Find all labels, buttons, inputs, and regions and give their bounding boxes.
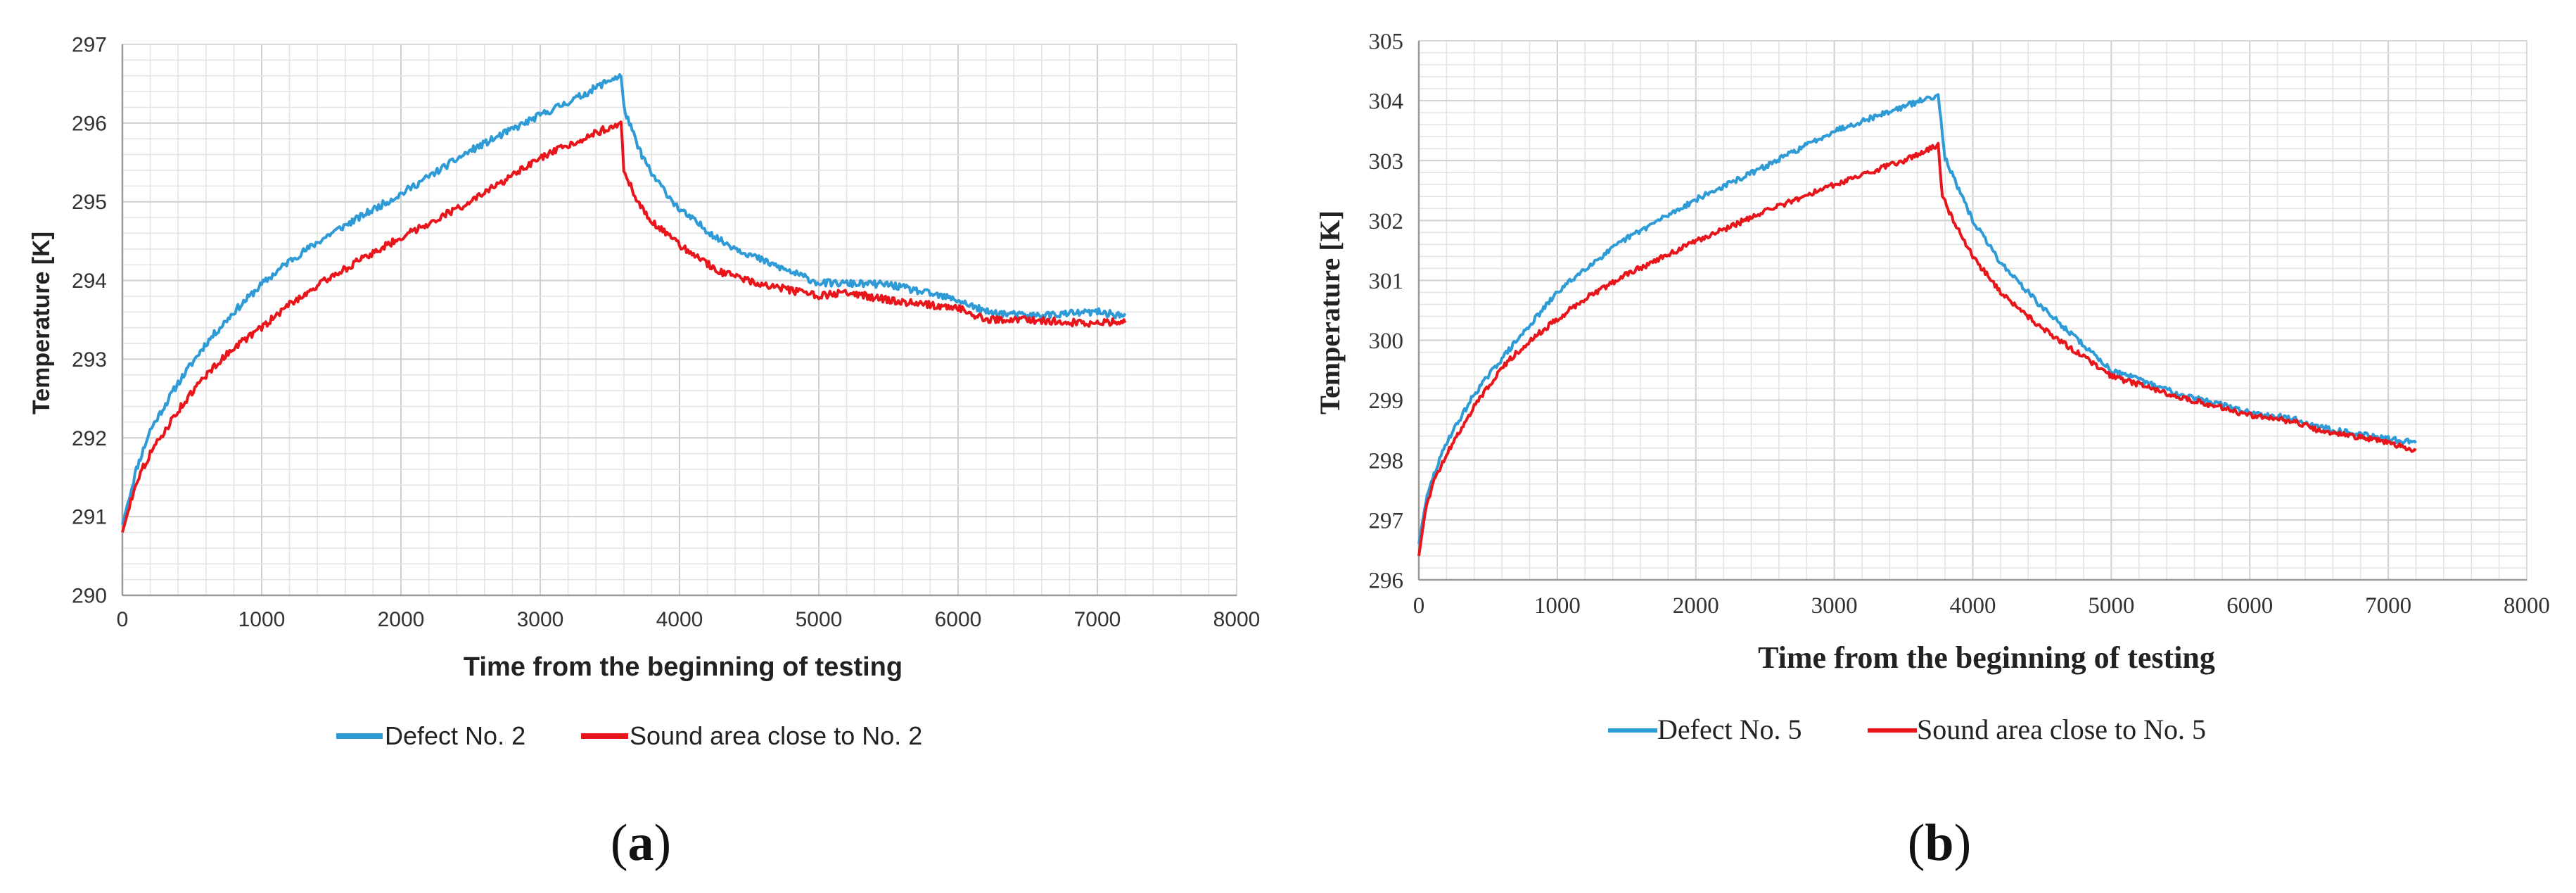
chart-a: 0 1000 2000 3000 4000 5000 6000 7000 8000 290 291… xyxy=(28,34,1260,873)
chart-a-x-tick-label: 8000 xyxy=(1213,608,1261,631)
chart-b-y-tick-label: 297 xyxy=(1369,508,1404,533)
chart-a-legend-label-sound: Sound area close to No. 2 xyxy=(630,721,922,750)
chart-b-y-tick-labels: 296 297 298 299 300 301 302 303 304 305 xyxy=(1369,30,1404,594)
chart-b-x-tick-label: 5000 xyxy=(2088,593,2134,619)
chart-a-axes xyxy=(121,44,1237,597)
chart-a-series-defect-line xyxy=(121,73,1127,525)
chart-a-panel-label: (a) xyxy=(611,814,671,872)
chart-b-legend-label-defect: Defect No. 5 xyxy=(1657,714,1802,745)
chart-b-panel-letter: b xyxy=(1925,814,1953,872)
chart-b-grid xyxy=(1418,40,2527,581)
chart-a-y-tick-label: 290 xyxy=(72,585,107,608)
chart-a-y-tick-label: 292 xyxy=(72,427,107,450)
chart-b-x-tick-label: 8000 xyxy=(2504,593,2550,619)
chart-b-y-tick-label: 303 xyxy=(1369,149,1404,175)
chart-b-axes xyxy=(1417,40,2527,581)
chart-b-x-tick-label: 7000 xyxy=(2365,593,2411,619)
chart-b-y-tick-label: 302 xyxy=(1369,209,1404,234)
chart-a-y-tick-label: 297 xyxy=(72,34,107,57)
chart-b: 0 1000 2000 3000 4000 5000 6000 7000 8000 296 297… xyxy=(1314,30,2550,872)
chart-b-x-axis-title: Time from the beginning of testing xyxy=(1758,640,2215,675)
chart-a-panel-letter: a xyxy=(628,814,654,872)
chart-b-y-tick-label: 296 xyxy=(1369,569,1404,594)
chart-a-x-tick-label: 3000 xyxy=(517,608,564,631)
chart-a-y-tick-label: 291 xyxy=(72,506,107,529)
chart-b-series xyxy=(1417,93,2418,557)
chart-b-x-tick-label: 0 xyxy=(1413,593,1425,619)
chart-b-y-tick-label: 299 xyxy=(1369,388,1404,414)
chart-a-y-tick-label: 296 xyxy=(72,112,107,135)
chart-a-x-tick-label: 6000 xyxy=(935,608,982,631)
chart-a-series-sound-line xyxy=(121,120,1127,533)
chart-a-x-tick-label: 2000 xyxy=(378,608,425,631)
chart-b-y-tick-label: 300 xyxy=(1369,329,1404,354)
chart-b-x-tick-label: 6000 xyxy=(2226,593,2273,619)
chart-a-y-tick-labels: 290 291 292 293 294 295 296 297 xyxy=(72,34,107,608)
chart-b-y-tick-label: 301 xyxy=(1369,269,1404,294)
chart-a-x-axis-title: Time from the beginning of testing xyxy=(464,652,903,682)
chart-b-y-tick-label: 305 xyxy=(1369,30,1404,55)
chart-b-y-tick-label: 304 xyxy=(1369,89,1404,115)
chart-b-x-tick-label: 2000 xyxy=(1673,593,1719,619)
chart-a-legend: Defect No. 2 Sound area close to No. 2 xyxy=(336,721,922,750)
chart-a-grid xyxy=(122,44,1237,596)
chart-a-y-axis-title: Temperature [K] xyxy=(28,232,55,414)
chart-b-panel-label: (b) xyxy=(1908,814,1971,872)
chart-a-x-tick-label: 0 xyxy=(117,608,129,631)
chart-a-y-tick-label: 295 xyxy=(72,191,107,214)
chart-a-x-tick-labels: 0 1000 2000 3000 4000 5000 6000 7000 8000 xyxy=(117,608,1261,631)
chart-a-legend-label-defect: Defect No. 2 xyxy=(385,721,525,750)
chart-b-x-tick-label: 4000 xyxy=(1950,593,1996,619)
chart-a-x-tick-label: 7000 xyxy=(1074,608,1121,631)
chart-a-x-tick-label: 5000 xyxy=(796,608,843,631)
chart-b-x-tick-label: 1000 xyxy=(1534,593,1581,619)
chart-a-y-tick-label: 294 xyxy=(72,270,107,293)
chart-a-x-tick-label: 1000 xyxy=(238,608,286,631)
chart-b-x-tick-labels: 0 1000 2000 3000 4000 5000 6000 7000 8000 xyxy=(1413,593,2550,619)
chart-b-legend-label-sound: Sound area close to No. 5 xyxy=(1917,714,2206,745)
chart-a-series xyxy=(121,73,1127,533)
chart-a-y-tick-label: 293 xyxy=(72,348,107,372)
chart-a-x-tick-label: 4000 xyxy=(656,608,703,631)
chart-b-y-tick-label: 298 xyxy=(1369,448,1404,474)
chart-b-x-tick-label: 3000 xyxy=(1811,593,1858,619)
chart-b-legend: Defect No. 5 Sound area close to No. 5 xyxy=(1608,714,2206,745)
chart-b-series-sound-line xyxy=(1417,141,2417,557)
chart-b-y-axis-title: Temperature [K] xyxy=(1314,210,1346,414)
